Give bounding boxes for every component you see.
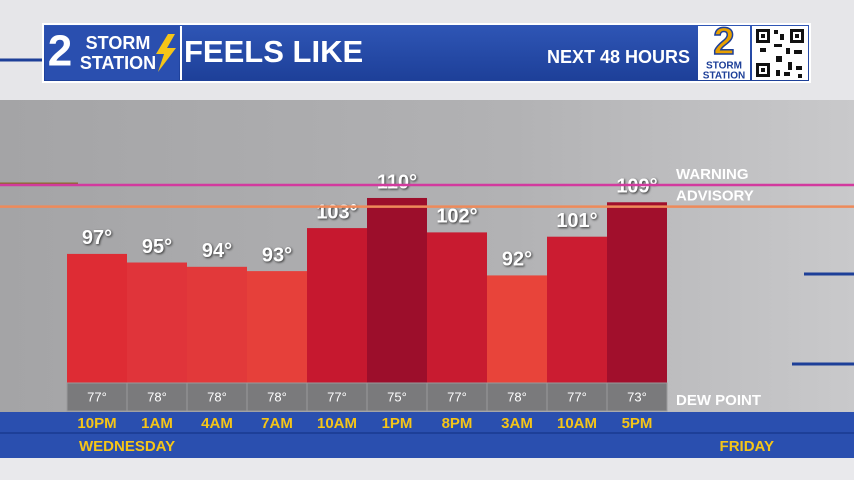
dew-point-label: 77° <box>567 389 587 404</box>
dew-point-label: 73° <box>627 389 647 404</box>
bar <box>547 236 607 383</box>
chart-title: FEELS LIKE <box>184 34 363 69</box>
day-label: FRIDAY <box>720 438 774 455</box>
dew-point-label: 77° <box>447 389 467 404</box>
bar <box>187 266 247 383</box>
bar <box>607 202 667 383</box>
x-tick-label: 7AM <box>261 415 293 432</box>
value-label: 93° <box>262 244 292 266</box>
dew-point-label: 78° <box>147 389 167 404</box>
dew-point-label: 78° <box>267 389 287 404</box>
value-label: 97° <box>82 227 112 249</box>
x-tick-label: 5PM <box>622 415 653 432</box>
value-label: 95° <box>142 236 172 258</box>
logo-text: STATION <box>80 53 156 73</box>
dew-point-cell <box>246 382 308 412</box>
bar <box>307 228 367 383</box>
bar <box>247 271 307 383</box>
dew-point-cell <box>66 382 128 412</box>
value-label: 101° <box>556 210 597 232</box>
x-tick-label: 1AM <box>141 415 173 432</box>
logo-number: 2 <box>48 27 72 76</box>
bar <box>427 232 487 383</box>
bar <box>367 197 427 383</box>
x-tick-label: 8PM <box>442 415 473 432</box>
threshold-label: ADVISORY <box>676 188 754 205</box>
bar <box>127 262 187 383</box>
qr-pattern <box>756 29 804 78</box>
x-tick-label: 10AM <box>557 415 597 432</box>
dew-point-cell <box>486 382 548 412</box>
dew-point-cell <box>366 382 428 412</box>
dew-point-cell <box>126 382 188 412</box>
dew-point-cell <box>606 382 668 412</box>
dew-point-label: 77° <box>87 389 107 404</box>
value-label: 110° <box>377 171 417 193</box>
threshold-label: WARNING <box>676 166 749 183</box>
x-tick-label: 1PM <box>382 415 413 432</box>
x-tick-label: 10PM <box>77 415 116 432</box>
right-logo <box>698 26 750 80</box>
logo-text: STATION <box>703 71 745 82</box>
bolt-icon <box>156 34 176 72</box>
dew-point-title: DEW POINT <box>676 392 761 409</box>
dew-point-cell <box>306 382 368 412</box>
value-label: 102° <box>436 206 477 228</box>
logo-number: 2 <box>713 21 734 63</box>
x-tick-label: 10AM <box>317 415 357 432</box>
value-label: 92° <box>502 249 532 271</box>
value-label: 103° <box>316 201 357 223</box>
bar <box>487 275 547 383</box>
x-tick-label: 4AM <box>201 415 233 432</box>
value-label: 109° <box>616 176 657 198</box>
dew-point-label: 78° <box>507 389 527 404</box>
dew-point-cell <box>546 382 608 412</box>
dew-point-label: 75° <box>387 389 407 404</box>
x-tick-label: 3AM <box>501 415 533 432</box>
dew-point-label: 77° <box>327 389 347 404</box>
dew-point-cell <box>426 382 488 412</box>
logo-text: STORM <box>706 61 742 72</box>
bar <box>67 253 127 383</box>
day-label: WEDNESDAY <box>79 438 175 455</box>
chart-subtitle: NEXT 48 HOURS <box>547 47 690 67</box>
time-band <box>0 412 854 458</box>
dew-point-label: 78° <box>207 389 227 404</box>
logo-text: STORM <box>86 33 151 53</box>
value-label: 94° <box>202 240 232 262</box>
